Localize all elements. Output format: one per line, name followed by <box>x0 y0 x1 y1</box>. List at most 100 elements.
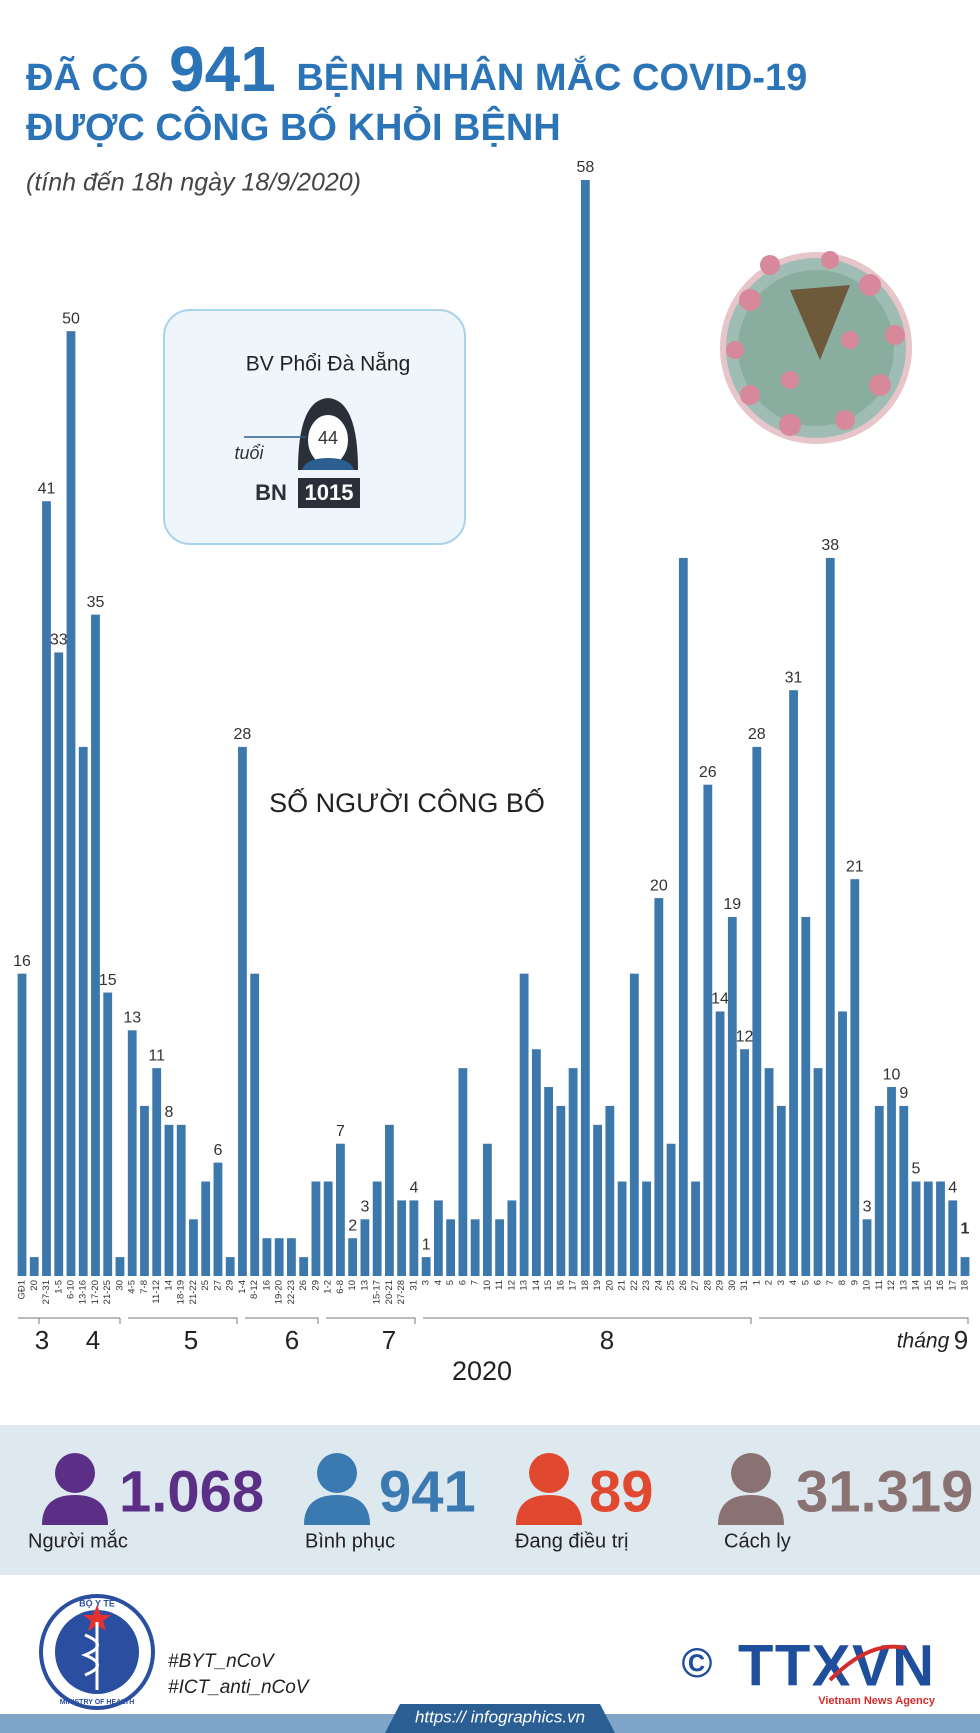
bar <box>544 1087 554 1276</box>
icon-head <box>317 1453 357 1493</box>
value-label: 41 <box>38 480 56 497</box>
bar <box>642 1181 651 1276</box>
value-label: 14 <box>711 991 729 1008</box>
x-tick-label: 21 <box>617 1280 628 1291</box>
x-tick-label: 19 <box>592 1280 603 1291</box>
bar <box>654 898 664 1276</box>
copyright: © <box>682 1639 713 1686</box>
callout-age-label: tuổi <box>234 443 264 463</box>
x-tick-label: 13 <box>898 1280 909 1291</box>
value-label: 13 <box>123 1010 141 1027</box>
ministry-vi: BỘ Y TẾ <box>79 1597 115 1608</box>
bar <box>960 1257 970 1276</box>
x-tick-label: 4 <box>788 1280 799 1285</box>
x-tick-label: 15-17 <box>372 1280 383 1304</box>
x-tick-label: 19-20 <box>274 1280 285 1304</box>
bar <box>556 1105 566 1276</box>
year-label: 2020 <box>452 1356 512 1386</box>
x-tick-label: 8 <box>837 1280 848 1285</box>
x-tick-label: 1-5 <box>53 1280 64 1294</box>
x-tick-label: 29 <box>715 1280 726 1291</box>
bar <box>446 1219 456 1276</box>
bar <box>54 652 64 1276</box>
bar <box>17 973 27 1276</box>
bar <box>862 1219 872 1276</box>
value-label: 4 <box>409 1180 418 1197</box>
bar <box>715 1011 725 1276</box>
callout-patient-id: 1015 <box>305 480 354 505</box>
x-tick-label: 11 <box>874 1280 885 1290</box>
bar <box>617 1181 627 1276</box>
x-tick-label: 30 <box>114 1280 125 1291</box>
bar <box>213 1162 223 1276</box>
bar <box>189 1219 198 1276</box>
bar <box>495 1219 505 1276</box>
bar <box>764 1068 774 1276</box>
bar <box>360 1219 370 1276</box>
x-tick-label: 6-8 <box>335 1280 346 1294</box>
stat-icon <box>42 1453 108 1525</box>
value-label: 19 <box>723 896 741 913</box>
stat-icon <box>718 1453 784 1525</box>
x-tick-label: 3 <box>421 1280 432 1285</box>
x-tick-label: 10 <box>482 1280 493 1291</box>
agency-logo: TTXVN <box>738 1633 934 1698</box>
x-tick-label: 20-21 <box>384 1280 395 1304</box>
bar <box>164 1124 174 1276</box>
x-tick-label: 12 <box>886 1280 897 1291</box>
x-tick-label: 6-10 <box>66 1280 77 1299</box>
bar <box>262 1238 272 1276</box>
x-tick-label: GĐ1 <box>17 1280 28 1300</box>
x-tick-label: 16 <box>555 1280 566 1291</box>
value-label: 21 <box>846 858 864 875</box>
x-tick-label: 7 <box>825 1280 836 1285</box>
bar <box>115 1257 125 1276</box>
x-tick-label: 4-5 <box>127 1280 138 1294</box>
month-label: 3 <box>35 1325 49 1355</box>
x-tick-label: 18 <box>580 1280 591 1291</box>
bar <box>470 1219 480 1276</box>
value-label: 7 <box>336 1123 345 1140</box>
bar <box>103 992 113 1276</box>
month-label: 5 <box>184 1325 198 1355</box>
x-tick-label: 10 <box>862 1280 873 1291</box>
value-label: 28 <box>234 726 252 743</box>
hashtag-2: #ICT_anti_nCoV <box>168 1677 311 1698</box>
bar <box>666 1143 676 1276</box>
callout-hospital: BV Phổi Đà Nẵng <box>246 353 411 376</box>
month-label: 8 <box>600 1325 614 1355</box>
value-label: 12 <box>736 1028 754 1045</box>
x-tick-label: 16 <box>261 1280 272 1291</box>
x-tick-label: 20 <box>604 1280 615 1291</box>
bar <box>238 746 247 1276</box>
x-tick-label: 7-8 <box>139 1280 150 1294</box>
x-tick-label: 25 <box>666 1280 677 1291</box>
month-labels: 3 4 5 6 7 8 9 <box>35 1325 968 1355</box>
bar <box>274 1238 284 1276</box>
subtitle: (tính đến 18h ngày 18/9/2020) <box>26 169 361 197</box>
value-label: 5 <box>912 1161 921 1178</box>
ministry-en: MINISTRY OF HEALTH <box>60 1699 135 1706</box>
bar <box>140 1105 149 1276</box>
x-tick-label: 26 <box>298 1280 309 1291</box>
value-label: 58 <box>576 159 594 176</box>
bar <box>568 1068 578 1276</box>
month-label: 4 <box>86 1325 100 1355</box>
stats: 1.068 Người mắc 941 Bình phục 89 Đang điều tr… <box>28 1453 973 1552</box>
bar <box>433 1200 443 1276</box>
title-line1: ĐÃ CÓ 941 BỆNH NHÂN MẮC COVID-19 <box>26 33 807 105</box>
x-tick-label: 13 <box>519 1280 530 1291</box>
bar <box>91 614 100 1276</box>
x-tick-label: 5 <box>800 1280 811 1285</box>
x-tick-label: 18-19 <box>176 1280 187 1304</box>
icon-body <box>718 1495 784 1525</box>
value-label: 11 <box>148 1047 165 1064</box>
stats-band <box>0 1425 980 1575</box>
x-tick-label: 31 <box>408 1280 419 1291</box>
patient-id-box <box>298 478 360 508</box>
x-tick-label: 12 <box>506 1280 517 1291</box>
month-prefix: tháng <box>897 1330 950 1353</box>
bar <box>336 1143 345 1276</box>
x-tick-label: 24 <box>653 1280 664 1291</box>
icon-body <box>42 1495 108 1525</box>
